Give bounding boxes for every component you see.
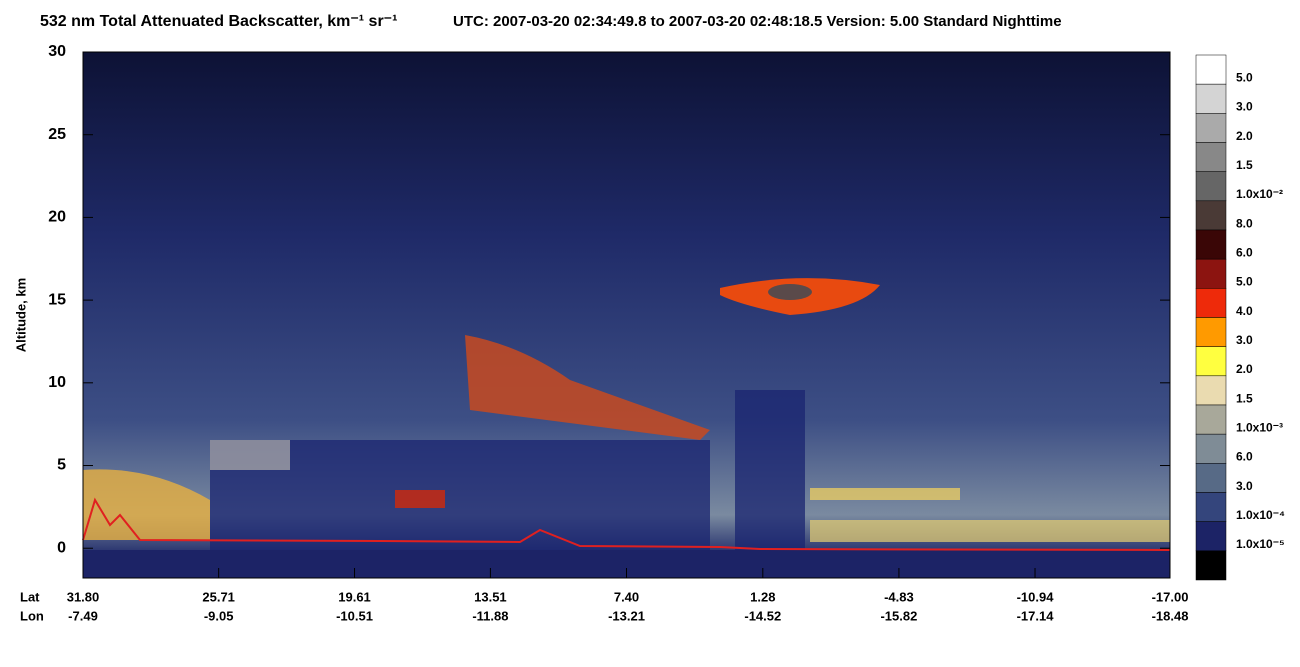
chart-title: 532 nm Total Attenuated Backscatter, km⁻… [40, 13, 397, 30]
lat-label: 31.80 [67, 589, 100, 604]
colorbar-label: 2.0 [1236, 362, 1253, 376]
colorbar-box [1195, 229, 1227, 260]
y-tick-label: 15 [48, 291, 66, 308]
colorbar-label: 1.5 [1236, 391, 1253, 405]
cloud-core [768, 284, 812, 300]
x-row-label: Lon [20, 608, 44, 623]
colorbar-box [1195, 521, 1227, 552]
colorbar-label: 3.0 [1236, 100, 1253, 114]
cloud-shadow [210, 440, 710, 550]
y-tick-label: 5 [57, 457, 66, 474]
x-row-label: Lat [20, 589, 40, 604]
colorbar-box [1195, 171, 1227, 202]
colorbar-box [1195, 200, 1227, 231]
lon-label: -9.05 [204, 608, 234, 623]
colorbar-label: 8.0 [1236, 216, 1253, 230]
colorbar-box [1195, 375, 1227, 406]
lon-label: -13.21 [608, 608, 645, 623]
colorbar-box [1195, 54, 1227, 85]
colorbar-box [1195, 113, 1227, 143]
cloud [210, 440, 290, 470]
colorbar-label: 1.5 [1236, 158, 1253, 172]
lon-label: -7.49 [68, 608, 98, 623]
cloud-shadow [735, 390, 805, 550]
colorbar-label: 5.0 [1236, 275, 1253, 289]
lon-label: -15.82 [880, 608, 917, 623]
lat-label: 13.51 [474, 589, 507, 604]
y-tick-label: 25 [48, 126, 66, 143]
colorbar-label: 5.0 [1236, 71, 1253, 85]
colorbar-label: 6.0 [1236, 450, 1253, 464]
colorbar-box [1195, 142, 1227, 172]
y-tick-label: 0 [57, 539, 66, 556]
colorbar-label: 1.0x10⁻⁵ [1236, 537, 1285, 551]
aerosol-layer [810, 488, 960, 500]
colorbar-label: 1.0x10⁻⁴ [1236, 508, 1285, 522]
lat-label: -10.94 [1017, 589, 1055, 604]
aerosol-layer [83, 469, 210, 540]
colorbar-box [1195, 492, 1227, 522]
colorbar-box [1195, 258, 1227, 289]
y-tick-label: 10 [48, 374, 66, 391]
colorbar-label: 3.0 [1236, 479, 1253, 493]
chart-subtitle: UTC: 2007-03-20 02:34:49.8 to 2007-03-20… [453, 13, 1062, 30]
lat-label: 7.40 [614, 589, 639, 604]
lon-label: -11.88 [472, 608, 508, 623]
colorbar-label: 1.0x10⁻³ [1236, 421, 1283, 435]
y-axis-label: Altitude, km [13, 278, 28, 352]
lon-label: -18.48 [1152, 608, 1189, 623]
colorbar-label: 3.0 [1236, 333, 1253, 347]
surface-layer [810, 520, 1170, 542]
colorbar-box [1195, 433, 1227, 464]
curtain [82, 51, 1171, 579]
lat-label: 25.71 [202, 589, 235, 604]
lat-label: 19.61 [338, 589, 371, 604]
colorbar-box [1195, 404, 1227, 435]
lat-label: -4.83 [884, 589, 914, 604]
cloud [395, 490, 445, 508]
colorbar-label: 2.0 [1236, 129, 1253, 143]
colorbar-box [1195, 83, 1227, 114]
surface-line [82, 497, 1171, 551]
colorbar-label: 6.0 [1236, 246, 1253, 260]
colorbar-box [1195, 463, 1227, 493]
lat-label: 1.28 [750, 589, 775, 604]
colorbar-box [1195, 288, 1227, 318]
lon-label: -10.51 [336, 608, 373, 623]
lon-label: -14.52 [744, 608, 781, 623]
colorbar-label: 4.0 [1236, 304, 1253, 318]
colorbar-box [1195, 317, 1227, 347]
y-tick-label: 20 [48, 209, 66, 226]
colorbar-box [1195, 550, 1227, 581]
colorbar-box [1195, 346, 1227, 377]
lon-label: -17.14 [1017, 608, 1055, 623]
colorbar-label: 1.0x10⁻² [1236, 187, 1283, 201]
y-tick-label: 30 [48, 43, 66, 60]
lat-label: -17.00 [1152, 589, 1189, 604]
cloud [465, 335, 710, 440]
